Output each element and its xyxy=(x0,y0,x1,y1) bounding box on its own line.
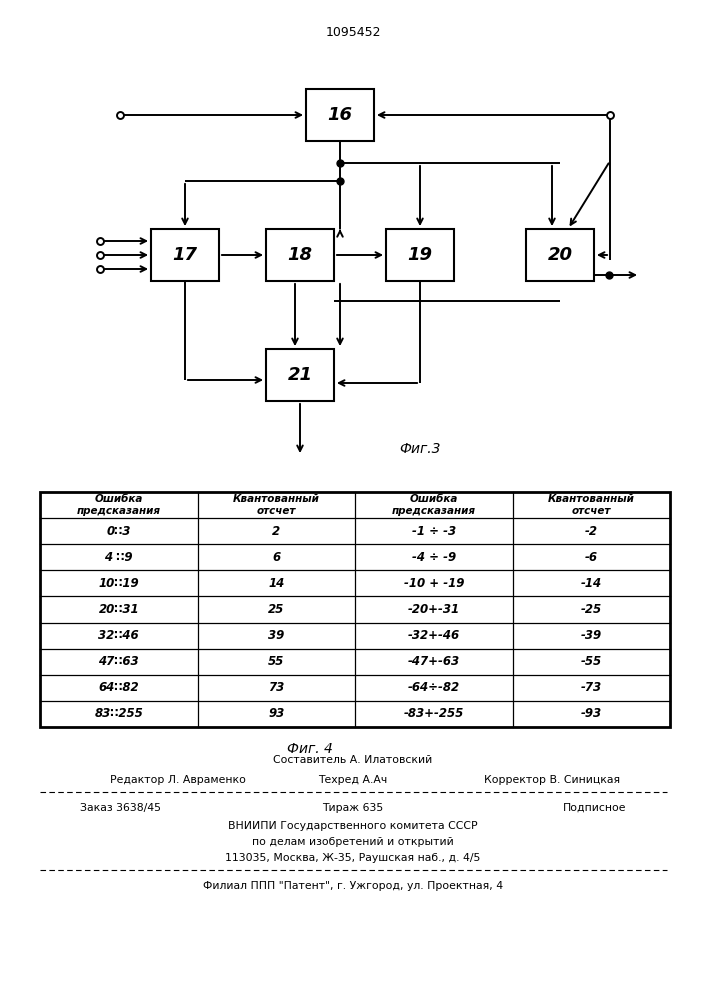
Text: 10∷19: 10∷19 xyxy=(98,577,139,590)
Text: -20+-31: -20+-31 xyxy=(408,603,460,616)
Text: 1095452: 1095452 xyxy=(325,25,381,38)
Text: Корректор В. Синицкая: Корректор В. Синицкая xyxy=(484,775,620,785)
Text: 25: 25 xyxy=(268,603,284,616)
Text: 39: 39 xyxy=(268,629,284,642)
Text: 16: 16 xyxy=(327,106,353,124)
Text: -10 + -19: -10 + -19 xyxy=(404,577,464,590)
Text: по делам изобретений и открытий: по делам изобретений и открытий xyxy=(252,837,454,847)
Text: 83∷255: 83∷255 xyxy=(94,707,143,720)
Text: -1 ÷ -3: -1 ÷ -3 xyxy=(411,525,456,538)
Text: Ошибка
предсказания: Ошибка предсказания xyxy=(392,494,476,516)
Text: 0∷3: 0∷3 xyxy=(107,525,131,538)
Text: 20∷31: 20∷31 xyxy=(98,603,139,616)
Text: Квантованный
отсчет: Квантованный отсчет xyxy=(233,494,320,516)
Bar xyxy=(266,229,334,281)
Text: Заказ 3638/45: Заказ 3638/45 xyxy=(80,803,161,813)
Text: Ошибка
предсказания: Ошибка предсказания xyxy=(77,494,160,516)
Text: 17: 17 xyxy=(173,246,197,264)
Text: -83+-255: -83+-255 xyxy=(404,707,464,720)
Text: 2: 2 xyxy=(272,525,280,538)
Text: 93: 93 xyxy=(268,707,284,720)
Text: 20: 20 xyxy=(547,246,573,264)
Text: -93: -93 xyxy=(580,707,602,720)
Bar xyxy=(306,89,374,141)
Text: -25: -25 xyxy=(580,603,602,616)
Text: Филиал ППП "Патент", г. Ужгород, ул. Проектная, 4: Филиал ППП "Патент", г. Ужгород, ул. Про… xyxy=(203,881,503,891)
Text: Квантованный
отсчет: Квантованный отсчет xyxy=(548,494,635,516)
Text: 19: 19 xyxy=(407,246,433,264)
Text: Фиг. 4: Фиг. 4 xyxy=(287,742,333,756)
Text: -2: -2 xyxy=(585,525,597,538)
Text: 73: 73 xyxy=(268,681,284,694)
Text: -14: -14 xyxy=(580,577,602,590)
Text: 32∷46: 32∷46 xyxy=(98,629,139,642)
Text: Подписное: Подписное xyxy=(563,803,626,813)
Text: 14: 14 xyxy=(268,577,284,590)
Text: -4 ÷ -9: -4 ÷ -9 xyxy=(411,551,456,564)
Bar xyxy=(526,229,594,281)
Text: 113035, Москва, Ж-35, Раушская наб., д. 4/5: 113035, Москва, Ж-35, Раушская наб., д. … xyxy=(226,853,481,863)
Bar xyxy=(386,229,454,281)
Bar xyxy=(40,492,670,727)
Text: 21: 21 xyxy=(288,366,312,384)
Bar xyxy=(266,349,334,401)
Text: Тираж 635: Тираж 635 xyxy=(322,803,384,813)
Text: -55: -55 xyxy=(580,655,602,668)
Text: -39: -39 xyxy=(580,629,602,642)
Text: -64÷-82: -64÷-82 xyxy=(408,681,460,694)
Text: Составитель А. Илатовский: Составитель А. Илатовский xyxy=(274,755,433,765)
Text: Редактор Л. Авраменко: Редактор Л. Авраменко xyxy=(110,775,246,785)
Bar xyxy=(151,229,219,281)
Text: 64∷82: 64∷82 xyxy=(98,681,139,694)
Text: 18: 18 xyxy=(288,246,312,264)
Text: -73: -73 xyxy=(580,681,602,694)
Text: ВНИИПИ Государственного комитета СССР: ВНИИПИ Государственного комитета СССР xyxy=(228,821,478,831)
Text: Техред А.Ач: Техред А.Ач xyxy=(318,775,387,785)
Text: Фиг.3: Фиг.3 xyxy=(399,442,440,456)
Text: 4 ∷9: 4 ∷9 xyxy=(105,551,133,564)
Text: -32+-46: -32+-46 xyxy=(408,629,460,642)
Text: 6: 6 xyxy=(272,551,280,564)
Text: -47+-63: -47+-63 xyxy=(408,655,460,668)
Text: 55: 55 xyxy=(268,655,284,668)
Text: -6: -6 xyxy=(585,551,597,564)
Text: 47∷63: 47∷63 xyxy=(98,655,139,668)
